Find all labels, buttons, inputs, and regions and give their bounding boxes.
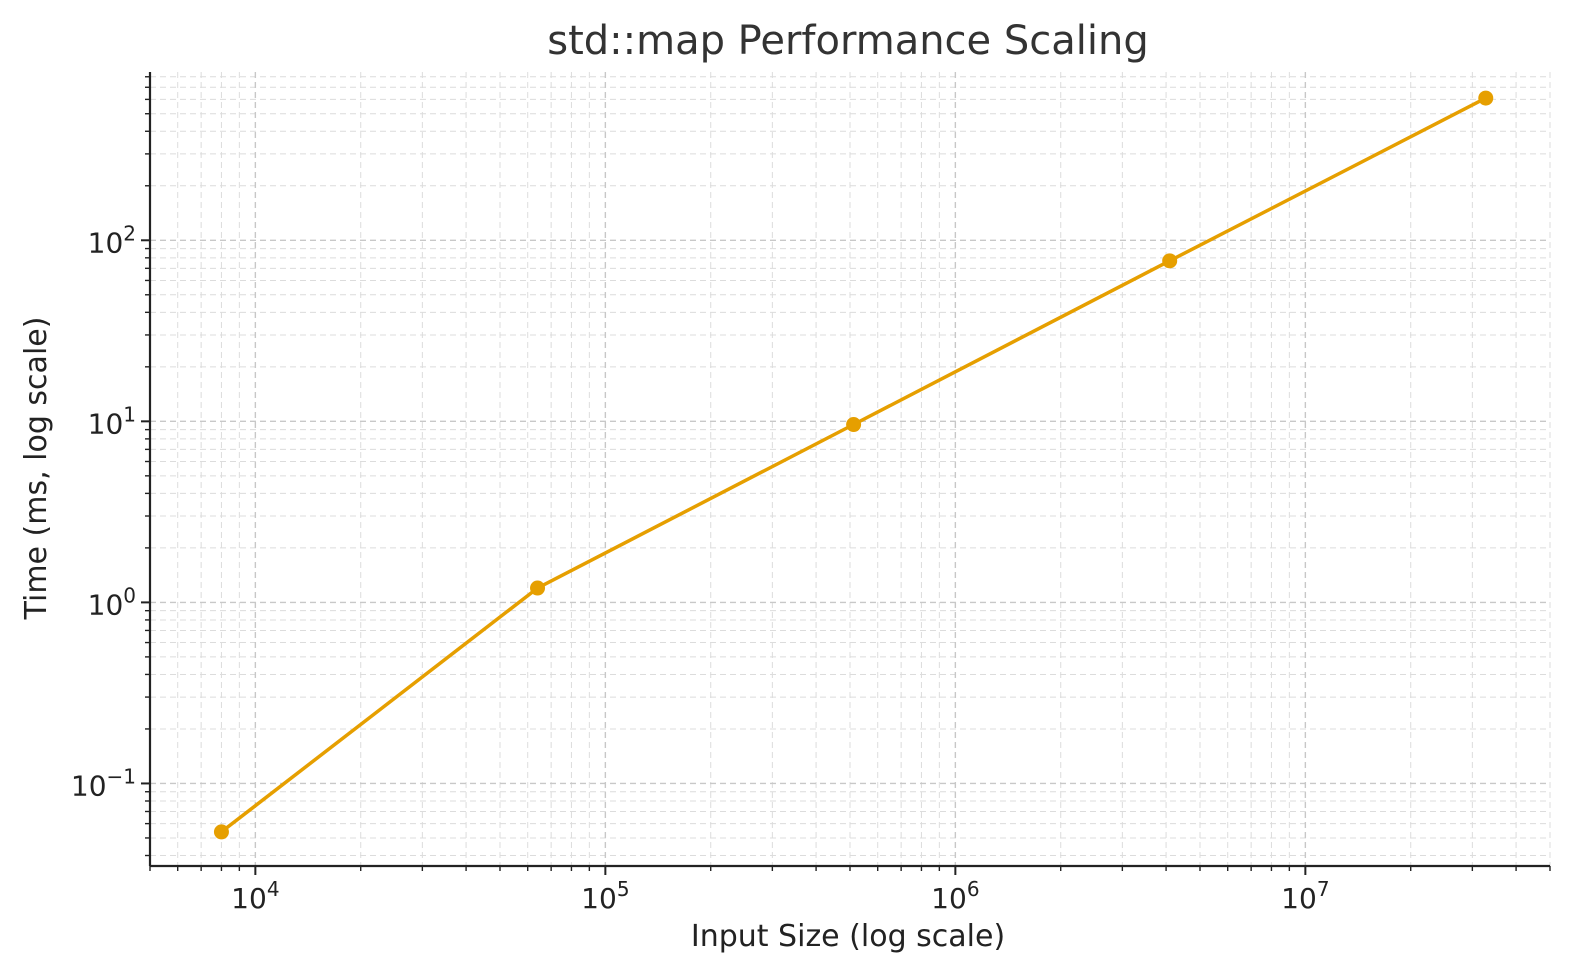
x-tick-label: 106 bbox=[931, 877, 979, 915]
data-point-marker bbox=[213, 824, 229, 840]
minor-gridlines bbox=[149, 72, 1551, 866]
y-tick-label: 10−1 bbox=[71, 764, 136, 802]
x-tick-label: 104 bbox=[231, 877, 279, 915]
series-line bbox=[219, 96, 1488, 834]
data-point-marker bbox=[530, 580, 546, 596]
x-axis-title: Input Size (log scale) bbox=[691, 919, 1005, 954]
tick-labels: 104 105 106 107 10−1 100 101 102 bbox=[71, 221, 1330, 915]
data-point-marker bbox=[1478, 90, 1494, 106]
tick-marks bbox=[141, 76, 1551, 875]
y-tick-label: 102 bbox=[88, 221, 136, 259]
x-tick-label: 107 bbox=[1281, 877, 1329, 915]
y-tick-label: 100 bbox=[88, 583, 136, 621]
y-tick-label: 101 bbox=[88, 402, 136, 440]
chart-title: std::map Performance Scaling bbox=[547, 18, 1149, 64]
x-tick-label: 105 bbox=[581, 877, 629, 915]
data-point-marker bbox=[846, 417, 862, 433]
data-point-marker bbox=[1162, 253, 1178, 269]
series-layer bbox=[213, 90, 1494, 840]
y-axis-title: Time (ms, log scale) bbox=[19, 317, 54, 621]
